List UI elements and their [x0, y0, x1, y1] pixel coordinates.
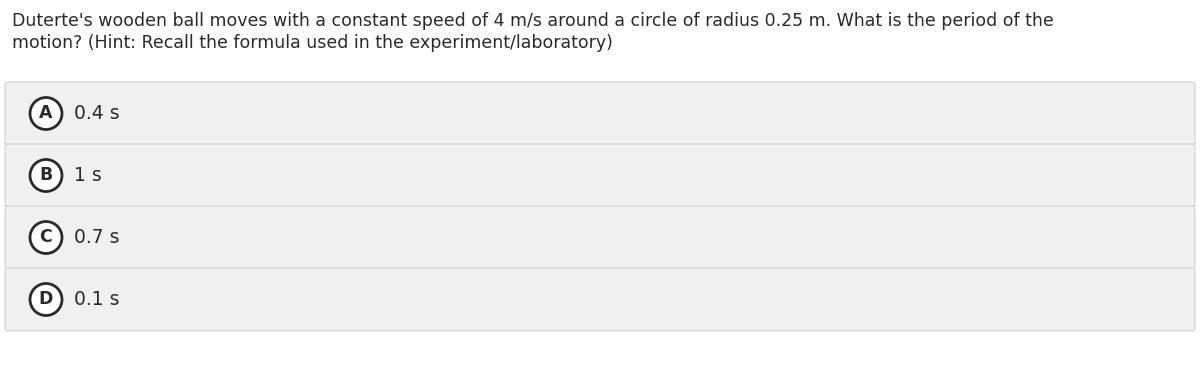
Text: motion? (Hint: Recall the formula used in the experiment/laboratory): motion? (Hint: Recall the formula used i…: [12, 34, 613, 52]
Text: C: C: [40, 229, 53, 247]
FancyBboxPatch shape: [5, 82, 1195, 145]
Text: A: A: [40, 105, 53, 123]
Text: 0.1 s: 0.1 s: [74, 290, 120, 309]
Text: 1 s: 1 s: [74, 166, 102, 185]
Text: Duterte's wooden ball moves with a constant speed of 4 m/s around a circle of ra: Duterte's wooden ball moves with a const…: [12, 12, 1054, 30]
Circle shape: [30, 222, 62, 254]
Circle shape: [30, 98, 62, 130]
FancyBboxPatch shape: [5, 268, 1195, 331]
Text: 0.7 s: 0.7 s: [74, 228, 120, 247]
FancyBboxPatch shape: [5, 144, 1195, 207]
Circle shape: [30, 283, 62, 316]
Text: D: D: [38, 291, 53, 309]
FancyBboxPatch shape: [5, 206, 1195, 269]
Text: B: B: [40, 167, 53, 185]
Text: 0.4 s: 0.4 s: [74, 104, 120, 123]
Circle shape: [30, 160, 62, 192]
